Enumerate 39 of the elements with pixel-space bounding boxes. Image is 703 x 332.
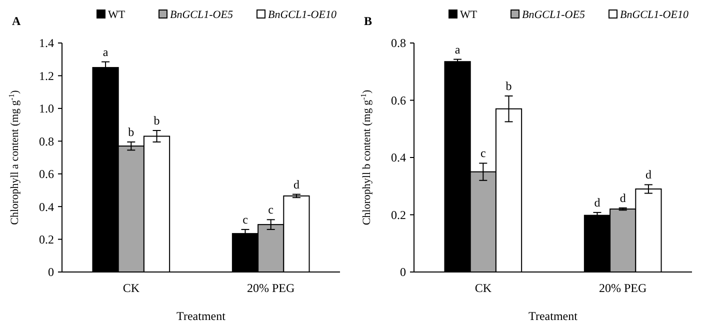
data-label: d [293,177,300,192]
chart-title: B [364,14,372,28]
data-label: a [454,42,461,56]
legend-label: BnGCL1-OE5 [170,9,234,21]
x-tick-label: CK [122,281,140,295]
legend-label: BnGCL1-OE10 [268,9,337,21]
x-tick-label: 20% PEG [247,281,296,295]
legend-label: WT [460,9,478,21]
y-tick-label: 0.8 [39,134,54,148]
data-label: a [102,44,109,59]
legend-label: WT [108,9,126,21]
data-label: c [268,202,274,217]
legend-label: BnGCL1-OE10 [620,9,689,21]
x-tick-label: 20% PEG [599,281,648,295]
data-label: d [620,190,626,205]
data-label: c [242,212,248,226]
y-tick-label: 1.0 [39,102,54,116]
legend-label: BnGCL1-OE5 [522,9,586,21]
data-label: b [154,114,160,128]
y-tick-label: 0 [400,265,406,280]
data-label: b [506,78,512,93]
y-tick-label: 0.6 [391,93,406,108]
y-tick-label: 0.2 [391,208,406,222]
data-label: d [645,168,652,182]
y-tick-label: 0.6 [39,167,54,182]
y-tick-label: 0.4 [39,200,54,214]
chart-title: A [12,14,21,28]
data-label: c [480,146,486,160]
y-tick-label: 1.2 [39,68,54,83]
x-axis-title: Treatment [528,309,578,323]
y-tick-label: 0.8 [391,36,406,50]
y-tick-label: 0 [48,265,54,280]
data-label: d [594,195,600,210]
x-tick-label: CK [474,281,492,295]
y-tick-label: 0.2 [39,232,54,246]
y-tick-label: 0.4 [391,150,406,165]
data-label: b [128,124,134,139]
x-axis-title: Treatment [176,309,226,323]
y-tick-label: 1.4 [39,36,54,50]
